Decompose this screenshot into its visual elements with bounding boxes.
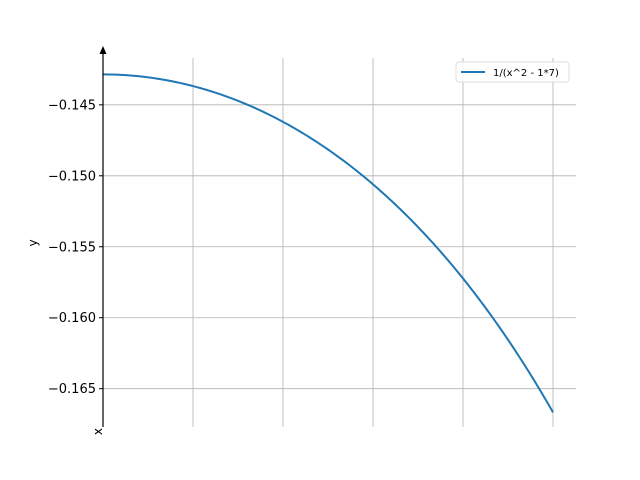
grid	[103, 58, 576, 427]
y-axis-label: y	[26, 239, 40, 246]
legend: 1/(x^2 - 1*7)	[455, 61, 570, 83]
y-tick-label: −0.150	[48, 169, 96, 184]
series-layer	[102, 73, 554, 413]
y-axis-arrow-icon	[99, 46, 107, 54]
y-tick-label: −0.165	[48, 382, 96, 397]
y-tick-label: −0.160	[48, 311, 96, 326]
y-tick-label: −0.145	[48, 98, 96, 113]
legend-label: 1/(x^2 - 1*7)	[493, 68, 559, 79]
x-axis-label: x	[91, 428, 105, 435]
series-line	[102, 73, 554, 413]
y-tick-label: −0.155	[48, 240, 96, 255]
y-axis-ticks: −0.145 −0.150 −0.155 −0.160 −0.165	[48, 98, 103, 397]
legend-box	[455, 61, 570, 83]
